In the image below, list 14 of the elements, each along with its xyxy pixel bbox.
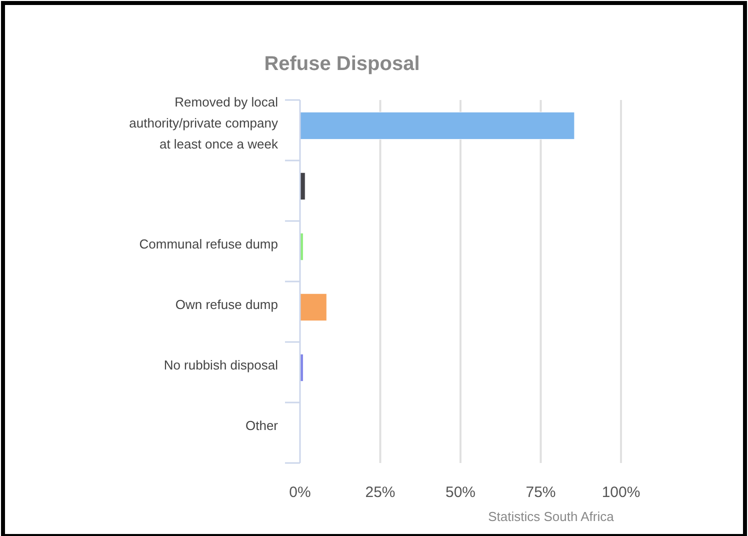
- x-tick-label: 100%: [602, 484, 640, 501]
- text: Statistics South Africa: [488, 509, 615, 524]
- x-tick-label: 50%: [445, 484, 476, 501]
- bar: [300, 293, 327, 322]
- x-tick-label: 25%: [365, 484, 396, 501]
- y-tick-label: Other: [245, 418, 279, 433]
- chart-title: Refuse Disposal: [264, 53, 420, 75]
- y-tick-label: Own refuse dump: [175, 296, 278, 312]
- x-tick-label: 0%: [289, 484, 311, 501]
- bar: [300, 112, 575, 140]
- x-tick-label: 75%: [526, 484, 556, 501]
- y-tick-label: No rubbish disposal: [164, 357, 278, 372]
- y-tick-label: Communal refuse dump: [139, 236, 278, 252]
- y-tick-label: Removed by local authority/private company at least once a week: [129, 94, 278, 152]
